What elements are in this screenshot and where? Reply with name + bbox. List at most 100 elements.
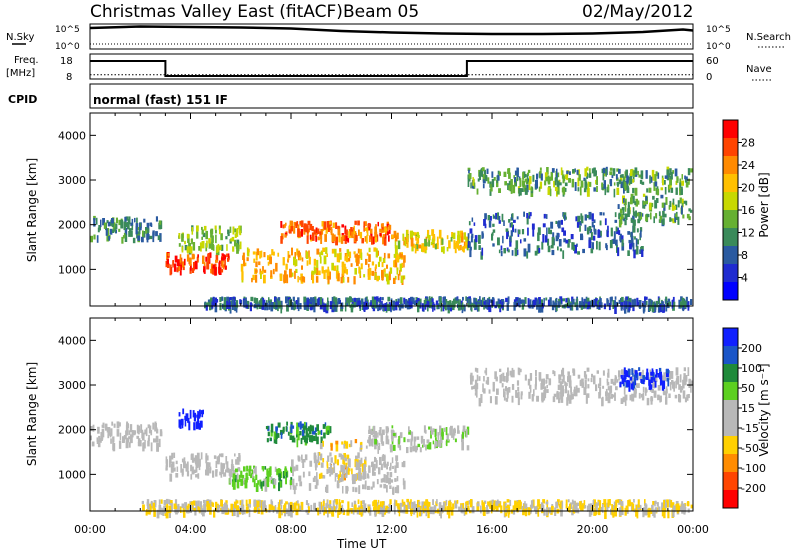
data-cell [359,300,362,305]
data-cell [255,251,258,261]
data-cell [403,260,405,268]
data-cell [480,251,483,260]
data-cell [634,201,637,206]
data-cell [233,480,235,489]
data-cell [641,181,645,185]
data-cell [650,371,653,376]
data-cell [310,435,314,443]
data-cell [672,508,675,518]
data-cell [500,245,503,251]
data-cell [637,499,640,508]
data-cell [371,296,375,302]
data-cell [350,440,353,447]
data-cell [225,469,228,473]
data-cell [321,508,325,513]
data-cell [466,426,470,435]
data-cell [545,297,548,301]
data-cell [518,229,521,235]
data-cell [562,250,565,259]
data-cell [561,170,564,179]
data-cell [336,253,340,263]
data-cell [406,438,410,443]
data-cell [226,253,228,258]
data-cell [203,262,206,267]
data-cell [409,301,413,309]
data-cell [327,266,330,271]
data-cell [552,300,555,308]
data-cell [620,213,624,220]
data-cell [601,397,604,407]
data-cell [581,503,584,511]
data-cell [651,504,654,512]
data-cell [461,236,464,243]
data-cell [411,244,414,252]
data-cell [413,441,416,447]
data-cell [340,236,344,244]
data-cell [348,251,352,259]
data-cell [263,500,266,507]
data-cell [339,470,342,478]
data-cell [433,505,437,512]
data-cell [650,376,653,384]
data-cell [507,296,510,304]
data-cell [527,227,529,236]
data-cell [303,296,307,304]
data-cell [454,245,457,254]
data-cell [552,300,555,304]
data-cell [690,385,692,393]
data-cell [373,500,376,508]
data-cell [614,506,617,511]
data-cell [364,459,367,467]
data-cell [206,455,209,461]
data-cell [328,426,332,434]
data-cell [672,198,675,205]
data-cell [227,231,230,237]
data-cell [145,227,148,231]
data-cell [268,300,271,309]
data-cell [660,194,664,199]
data-cell [668,205,671,210]
data-cell [652,501,655,506]
data-cell [442,304,445,312]
data-cell [113,423,116,428]
data-cell [645,296,648,300]
data-cell [398,507,401,517]
data-cell [288,224,292,230]
data-cell [432,302,434,312]
data-cell [441,428,444,437]
data-cell [599,298,602,308]
data-cell [165,260,168,268]
data-cell [375,460,378,469]
data-cell [217,243,220,252]
data-cell [218,225,221,231]
data-cell [294,252,296,259]
data-cell [474,305,477,310]
data-cell [593,298,595,308]
data-cell [667,509,670,519]
data-cell [519,368,522,373]
data-cell [601,182,604,188]
data-cell [655,171,658,177]
data-cell [112,229,115,233]
data-cell [662,210,665,218]
data-cell [567,376,570,383]
data-cell [651,169,655,177]
data-cell [476,383,479,390]
data-cell [333,296,336,302]
data-cell [333,304,337,312]
data-cell [176,466,179,472]
data-cell [93,234,96,240]
data-cell [579,301,582,308]
data-cell [252,476,255,483]
data-cell [159,220,162,225]
data-cell [389,472,393,478]
data-cell [374,226,377,234]
data-cell [234,228,237,233]
data-cell [667,298,671,302]
data-cell [642,386,645,393]
data-cell [381,297,384,301]
data-cell [505,386,507,392]
data-cell [637,504,640,512]
data-cell [682,198,684,208]
data-cell [628,239,632,244]
